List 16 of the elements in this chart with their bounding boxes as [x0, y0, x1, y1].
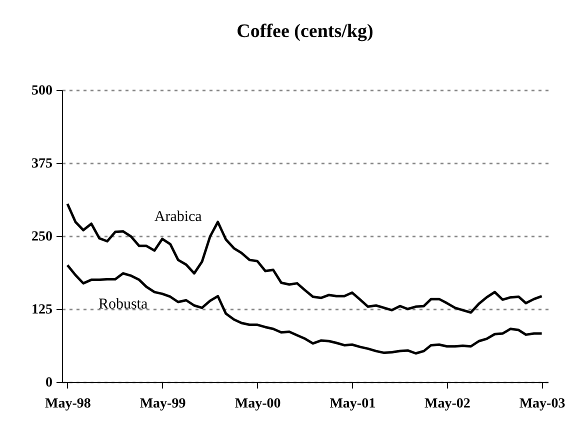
x-tick-label: May-01 [330, 396, 376, 412]
x-tick-label: May-99 [140, 396, 186, 412]
x-tick-label: May-03 [519, 396, 566, 412]
chart-title: Coffee (cents/kg) [236, 21, 374, 42]
y-tick-label: 375 [32, 156, 52, 172]
x-tick-label: May-00 [234, 396, 281, 412]
line-series [66, 264, 544, 355]
y-tick-label: 250 [32, 230, 52, 244]
y-tick-label: 125 [32, 302, 52, 318]
series-label: Robusta [98, 296, 148, 312]
y-tick-label: 0 [46, 376, 52, 390]
x-tick-label: May-98 [45, 396, 91, 412]
y-tick-label: 500 [32, 84, 52, 98]
series-label: Arabica [154, 208, 202, 225]
line-series [66, 202, 544, 314]
x-tick-label: May-02 [424, 396, 470, 412]
